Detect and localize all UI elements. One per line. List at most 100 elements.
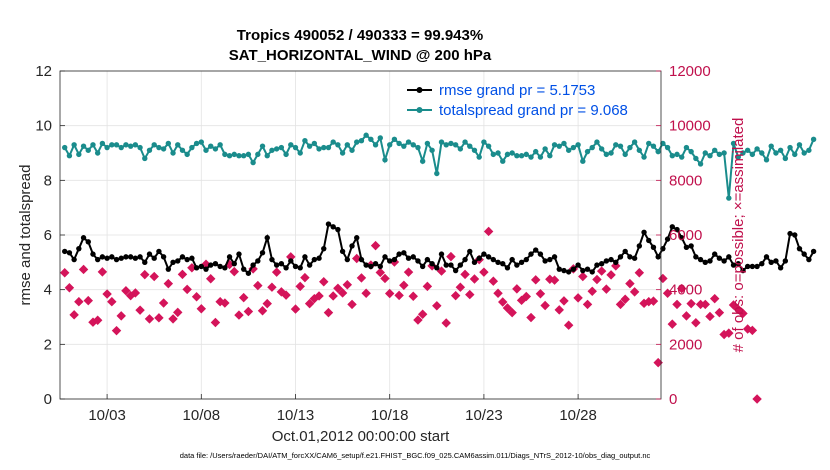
rmse-point: [603, 258, 610, 264]
rmse-point: [777, 265, 784, 271]
spread-point: [679, 154, 685, 160]
obs-marker: [625, 278, 635, 289]
rmse-point: [660, 245, 666, 252]
x-tick-label: 10/28: [559, 407, 597, 424]
obs-marker: [333, 283, 343, 294]
spread-point: [273, 146, 280, 152]
rmse-point: [368, 263, 374, 270]
spread-point: [165, 140, 172, 147]
spread-point: [250, 159, 256, 166]
rmse-point: [160, 254, 167, 260]
spread-point: [730, 140, 737, 147]
spread-point: [109, 142, 115, 148]
rmse-point: [377, 263, 383, 270]
obs-marker: [582, 299, 593, 310]
rmse-point: [655, 254, 661, 260]
rmse-point: [358, 256, 365, 263]
y-axis-label-right: # of obs: o=possible; ×=assimilated: [730, 118, 747, 353]
obs-marker: [111, 325, 122, 336]
spread-point: [90, 142, 96, 148]
spread-point: [514, 153, 520, 159]
rmse-point: [184, 256, 190, 263]
rmse-point: [792, 232, 798, 238]
spread-point: [711, 147, 718, 153]
left-tick-label: 4: [44, 282, 52, 299]
rmse-point: [622, 248, 628, 255]
rmse-point: [547, 256, 553, 263]
spread-point: [151, 142, 157, 148]
rmse-point: [415, 258, 421, 264]
spread-point: [212, 146, 219, 152]
rmse-point: [594, 262, 600, 268]
rmse-point: [382, 254, 388, 260]
rmse-point: [810, 248, 817, 255]
spread-point: [744, 147, 751, 153]
spread-point: [62, 144, 68, 151]
rmse-point: [76, 245, 82, 252]
x-axis-label: Oct.01,2012 00:00:00 start: [272, 428, 450, 445]
obs-marker: [220, 298, 230, 308]
spread-point: [636, 147, 643, 153]
spread-point: [726, 195, 732, 201]
spread-point: [429, 147, 435, 153]
rmse-point: [85, 239, 91, 245]
spread-point: [763, 157, 770, 163]
spread-point: [768, 143, 774, 149]
rmse-point: [627, 254, 633, 260]
rmse-point: [401, 250, 407, 256]
spread-point: [330, 139, 336, 145]
spread-point: [316, 146, 322, 152]
spread-point: [773, 150, 779, 156]
rmse-point: [763, 254, 770, 260]
rmse-point: [62, 248, 68, 255]
obs-marker: [422, 281, 433, 292]
rmse-point: [354, 235, 360, 241]
rmse-point: [349, 243, 355, 249]
obs-marker: [441, 318, 451, 328]
spread-point: [288, 142, 294, 148]
right-tick-label: 12000: [669, 63, 711, 80]
obs-marker: [337, 288, 348, 298]
spread-point: [533, 148, 539, 155]
spread-point: [76, 151, 82, 158]
rmse-point: [127, 254, 134, 260]
rmse-point: [749, 263, 756, 270]
left-tick-label: 2: [44, 336, 52, 353]
rmse-point: [387, 258, 393, 264]
obs-marker: [144, 314, 155, 324]
obs-marker: [662, 288, 673, 298]
chart-title-line1: Tropics 490052 / 490333 = 99.943%: [236, 27, 484, 44]
spread-point: [434, 170, 440, 177]
spread-line: [63, 133, 815, 199]
obs-marker: [455, 282, 466, 292]
obs-marker: [295, 281, 305, 292]
spread-point: [683, 144, 690, 151]
right-tick-label: 4000: [669, 282, 702, 299]
spread-point: [443, 142, 449, 148]
obs-marker: [356, 273, 367, 283]
rmse-point: [66, 250, 73, 256]
rmse-point: [344, 256, 351, 263]
obs-marker: [408, 291, 418, 301]
obs-marker: [380, 273, 390, 284]
spread-point: [504, 151, 511, 158]
rmse-point: [236, 251, 242, 257]
rmse-point: [429, 261, 435, 267]
rmse-point: [523, 256, 529, 263]
rmse-point: [584, 266, 591, 272]
spread-point: [66, 153, 73, 159]
rmse-point: [156, 248, 162, 255]
spread-point: [669, 153, 676, 159]
spread-point: [457, 146, 464, 152]
left-tick-label: 6: [44, 227, 52, 244]
rmse-point: [288, 258, 294, 264]
spread-point: [500, 158, 506, 164]
spread-point: [617, 143, 624, 149]
spread-point: [452, 142, 459, 148]
spread-point: [71, 142, 77, 148]
obs-marker: [493, 288, 503, 298]
spread-point: [561, 140, 567, 147]
rmse-point: [438, 251, 445, 257]
spread-point: [415, 144, 421, 151]
rmse-point: [467, 248, 473, 255]
